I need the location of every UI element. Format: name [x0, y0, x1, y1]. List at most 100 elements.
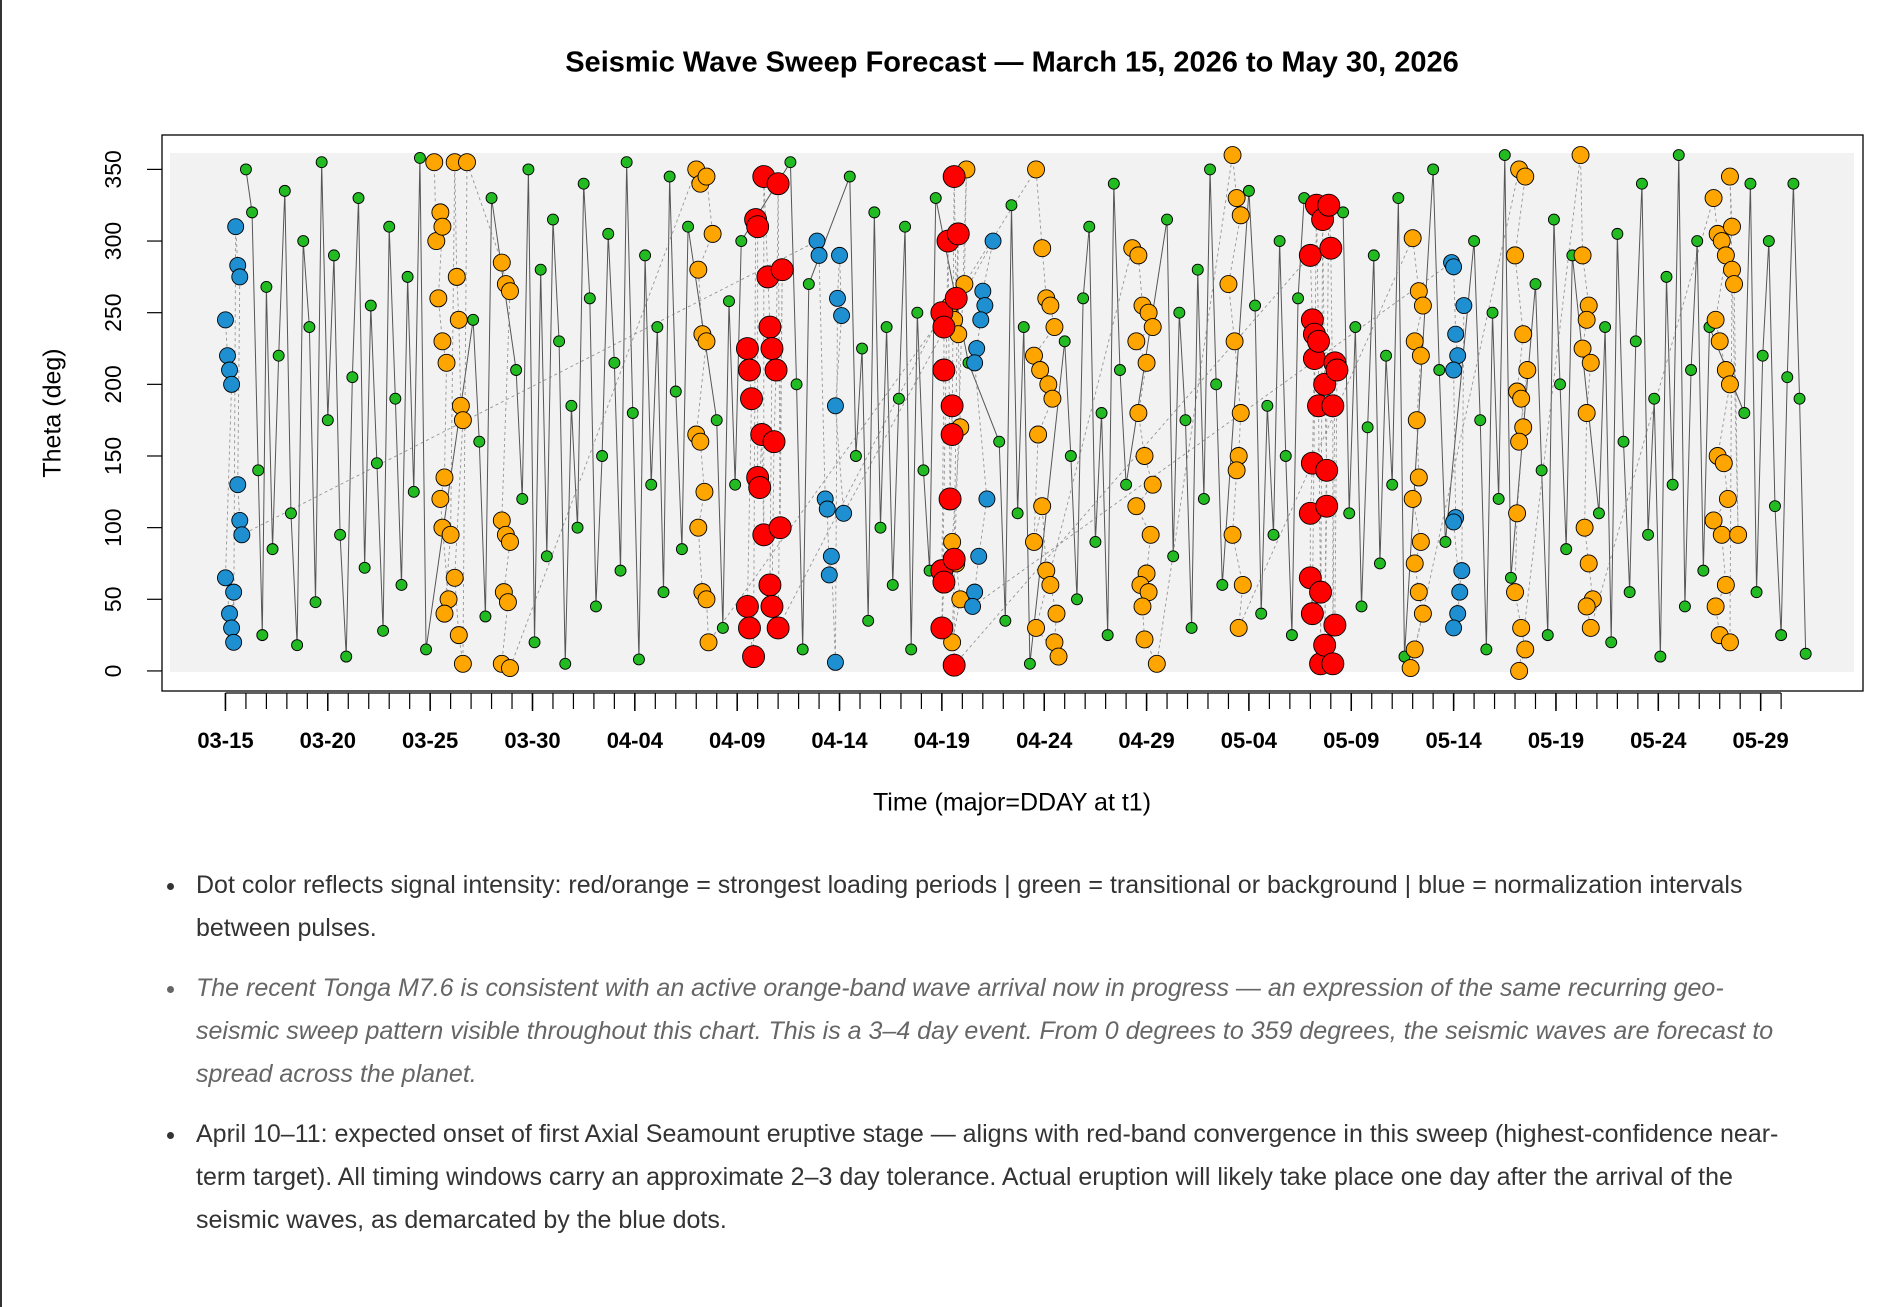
data-point	[1541, 629, 1554, 642]
data-point	[1403, 229, 1422, 248]
data-point	[1756, 349, 1769, 362]
data-point	[233, 526, 251, 544]
data-point	[1720, 633, 1739, 652]
y-axis-label: Theta (deg)	[39, 348, 67, 477]
data-point	[225, 633, 243, 651]
data-point	[808, 232, 826, 250]
data-point	[565, 399, 578, 412]
data-point	[1185, 621, 1198, 634]
data-point	[1135, 630, 1154, 649]
data-point	[340, 650, 353, 663]
data-point	[735, 235, 748, 247]
data-point	[968, 340, 986, 357]
data-point	[1033, 239, 1052, 258]
data-point	[1043, 389, 1062, 408]
data-point	[321, 414, 334, 427]
data-point	[1605, 636, 1618, 649]
data-point	[1445, 513, 1463, 531]
data-point	[534, 263, 547, 276]
data-point	[1041, 296, 1060, 315]
data-point	[1474, 414, 1487, 427]
data-point	[1267, 528, 1280, 541]
data-point	[972, 311, 990, 329]
data-point	[223, 619, 241, 637]
data-point	[1781, 371, 1794, 384]
data-point	[453, 654, 472, 673]
data-point	[1227, 189, 1246, 208]
data-point	[849, 450, 862, 462]
data-point	[1137, 353, 1156, 372]
data-point	[758, 315, 782, 339]
data-point	[632, 653, 645, 666]
data-point	[768, 516, 792, 540]
data-point	[1197, 493, 1210, 505]
data-point	[1216, 579, 1229, 591]
x-tick-label: 03-20	[300, 728, 356, 753]
data-point	[1409, 468, 1428, 487]
data-point	[699, 633, 718, 652]
data-point	[1744, 177, 1757, 190]
data-point	[441, 525, 460, 544]
data-point	[1409, 583, 1428, 602]
x-tick-label: 03-15	[197, 728, 253, 753]
data-point	[1210, 378, 1223, 391]
data-point	[1133, 597, 1152, 616]
data-point	[553, 335, 566, 348]
data-point	[929, 192, 942, 205]
data-point	[1508, 504, 1527, 523]
data-point	[1114, 364, 1126, 376]
data-point	[946, 222, 970, 246]
data-point	[1579, 554, 1598, 573]
data-point	[1666, 478, 1679, 491]
data-point	[256, 629, 269, 642]
x-tick-label: 04-09	[709, 728, 765, 753]
data-point	[370, 457, 383, 470]
data-point	[1405, 640, 1424, 659]
x-tick-label: 04-24	[1016, 728, 1073, 753]
data-point	[559, 657, 572, 670]
data-point	[1127, 497, 1146, 516]
x-tick-label: 04-14	[811, 728, 868, 753]
data-point	[942, 653, 966, 677]
data-point	[1033, 497, 1052, 516]
data-point	[1173, 306, 1186, 319]
data-point	[1723, 217, 1741, 236]
data-point	[1413, 296, 1432, 315]
data-point	[1510, 432, 1529, 451]
data-point	[856, 342, 869, 355]
data-point	[831, 246, 848, 264]
data-point	[1433, 364, 1446, 376]
data-point	[710, 414, 723, 427]
data-point	[1750, 586, 1763, 599]
data-point	[425, 153, 444, 172]
x-tick-label: 03-25	[402, 728, 458, 753]
data-point	[1045, 318, 1064, 336]
data-point	[1654, 650, 1667, 663]
data-point	[1407, 411, 1426, 430]
data-point	[691, 432, 710, 451]
y-tick-label: 300	[100, 222, 126, 260]
axes: 03-15 03-20 03-25 03-30 04-04 04-09 04-14 04-19…	[100, 150, 1789, 753]
data-point	[1261, 399, 1274, 412]
data-point	[826, 397, 844, 415]
data-point	[431, 490, 450, 508]
data-point	[1510, 661, 1529, 680]
data-point	[1135, 447, 1154, 465]
data-point	[703, 224, 722, 243]
data-point	[966, 583, 984, 601]
data-point	[695, 482, 714, 501]
data-point	[435, 604, 454, 623]
data-point	[492, 253, 511, 272]
data-point	[285, 507, 297, 520]
data-point	[1793, 392, 1806, 405]
data-point	[1697, 564, 1710, 577]
data-point	[1071, 593, 1083, 606]
data-point	[833, 307, 851, 325]
data-point	[1349, 321, 1362, 333]
data-point	[252, 464, 265, 477]
y-tick-label: 200	[100, 365, 126, 403]
data-point	[383, 220, 396, 233]
data-point	[364, 299, 377, 312]
data-point	[1325, 358, 1349, 382]
data-point	[231, 268, 249, 286]
